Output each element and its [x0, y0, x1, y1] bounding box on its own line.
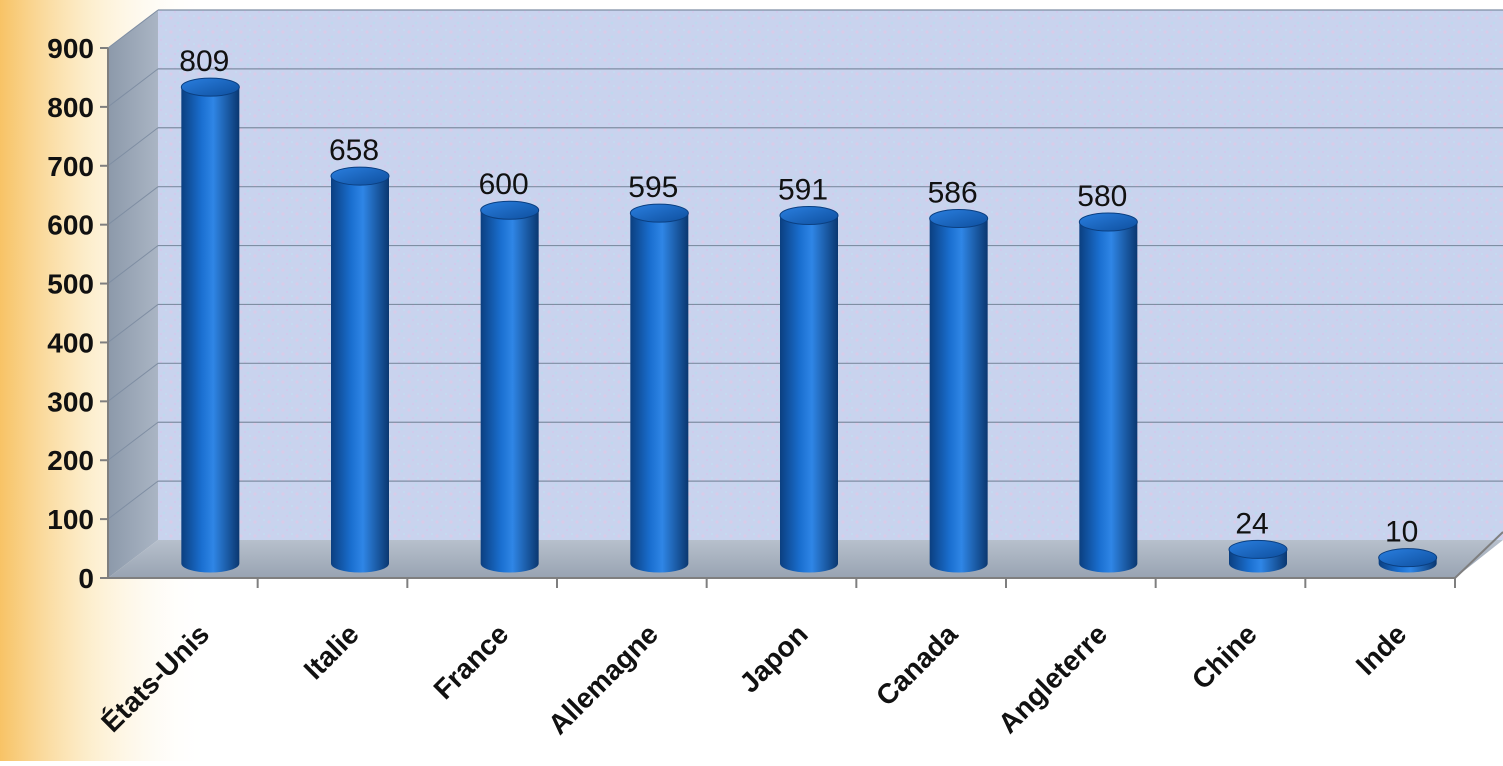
data-label: 586 [928, 176, 978, 209]
bar-cap [180, 77, 240, 97]
bar [1228, 539, 1288, 573]
side-gridline [107, 421, 159, 461]
data-label: 809 [179, 45, 229, 78]
bar [929, 208, 989, 573]
bar-body [1079, 222, 1138, 573]
axes [107, 48, 1503, 579]
bars [180, 77, 1438, 573]
y-tick-label: 800 [47, 92, 94, 123]
data-label: 591 [778, 174, 828, 207]
y-tick-label: 200 [47, 445, 94, 476]
side-gridline [107, 362, 159, 402]
bar-cap [929, 208, 989, 228]
bar [1078, 212, 1138, 573]
y-tick-label: 900 [47, 33, 94, 64]
side-gridline [107, 245, 159, 284]
bar-body [181, 87, 240, 573]
bar [1378, 548, 1438, 573]
data-labels: 809 658 600 595 591 586 580 24 10 [179, 45, 1418, 549]
bar-cap [1378, 548, 1438, 568]
data-label: 595 [628, 171, 678, 204]
side-gridline [107, 127, 159, 167]
bar-body [480, 210, 539, 573]
y-tick-label: 400 [47, 327, 94, 358]
bar-body [929, 218, 988, 573]
bar-cap [1078, 212, 1138, 232]
bar-body [630, 213, 689, 573]
side-gridline [107, 68, 159, 108]
bar-cap [1228, 539, 1288, 559]
y-tick-label: 100 [47, 504, 94, 535]
data-label: 10 [1385, 516, 1418, 549]
side-wall [108, 10, 158, 578]
y-tick-label: 700 [47, 151, 94, 182]
bar-cap [629, 203, 689, 223]
y-tick-label: 500 [47, 269, 94, 300]
bar [330, 166, 390, 573]
y-tick-label: 0 [78, 563, 94, 594]
y-tick-label: 600 [47, 210, 94, 241]
data-label: 24 [1235, 507, 1268, 540]
side-gridline [107, 186, 159, 226]
y-tick-label: 300 [47, 386, 94, 417]
bar [180, 77, 240, 573]
y-axis-ticks: 0 100 200 300 400 500 600 700 800 900 [47, 33, 108, 594]
side-gridline [107, 9, 159, 49]
bar-body [331, 176, 389, 573]
data-label: 580 [1077, 180, 1127, 213]
floor-edge-line [1454, 531, 1503, 579]
bar-body [780, 215, 838, 573]
bar [480, 200, 540, 573]
bar-cap [779, 206, 839, 226]
bar-cap [330, 166, 390, 186]
data-label: 658 [329, 134, 379, 167]
side-gridline [107, 480, 159, 520]
bar [779, 206, 839, 573]
bar [629, 203, 689, 573]
side-gridline [107, 304, 159, 343]
data-label: 600 [479, 168, 529, 201]
bar-cap [480, 200, 540, 220]
